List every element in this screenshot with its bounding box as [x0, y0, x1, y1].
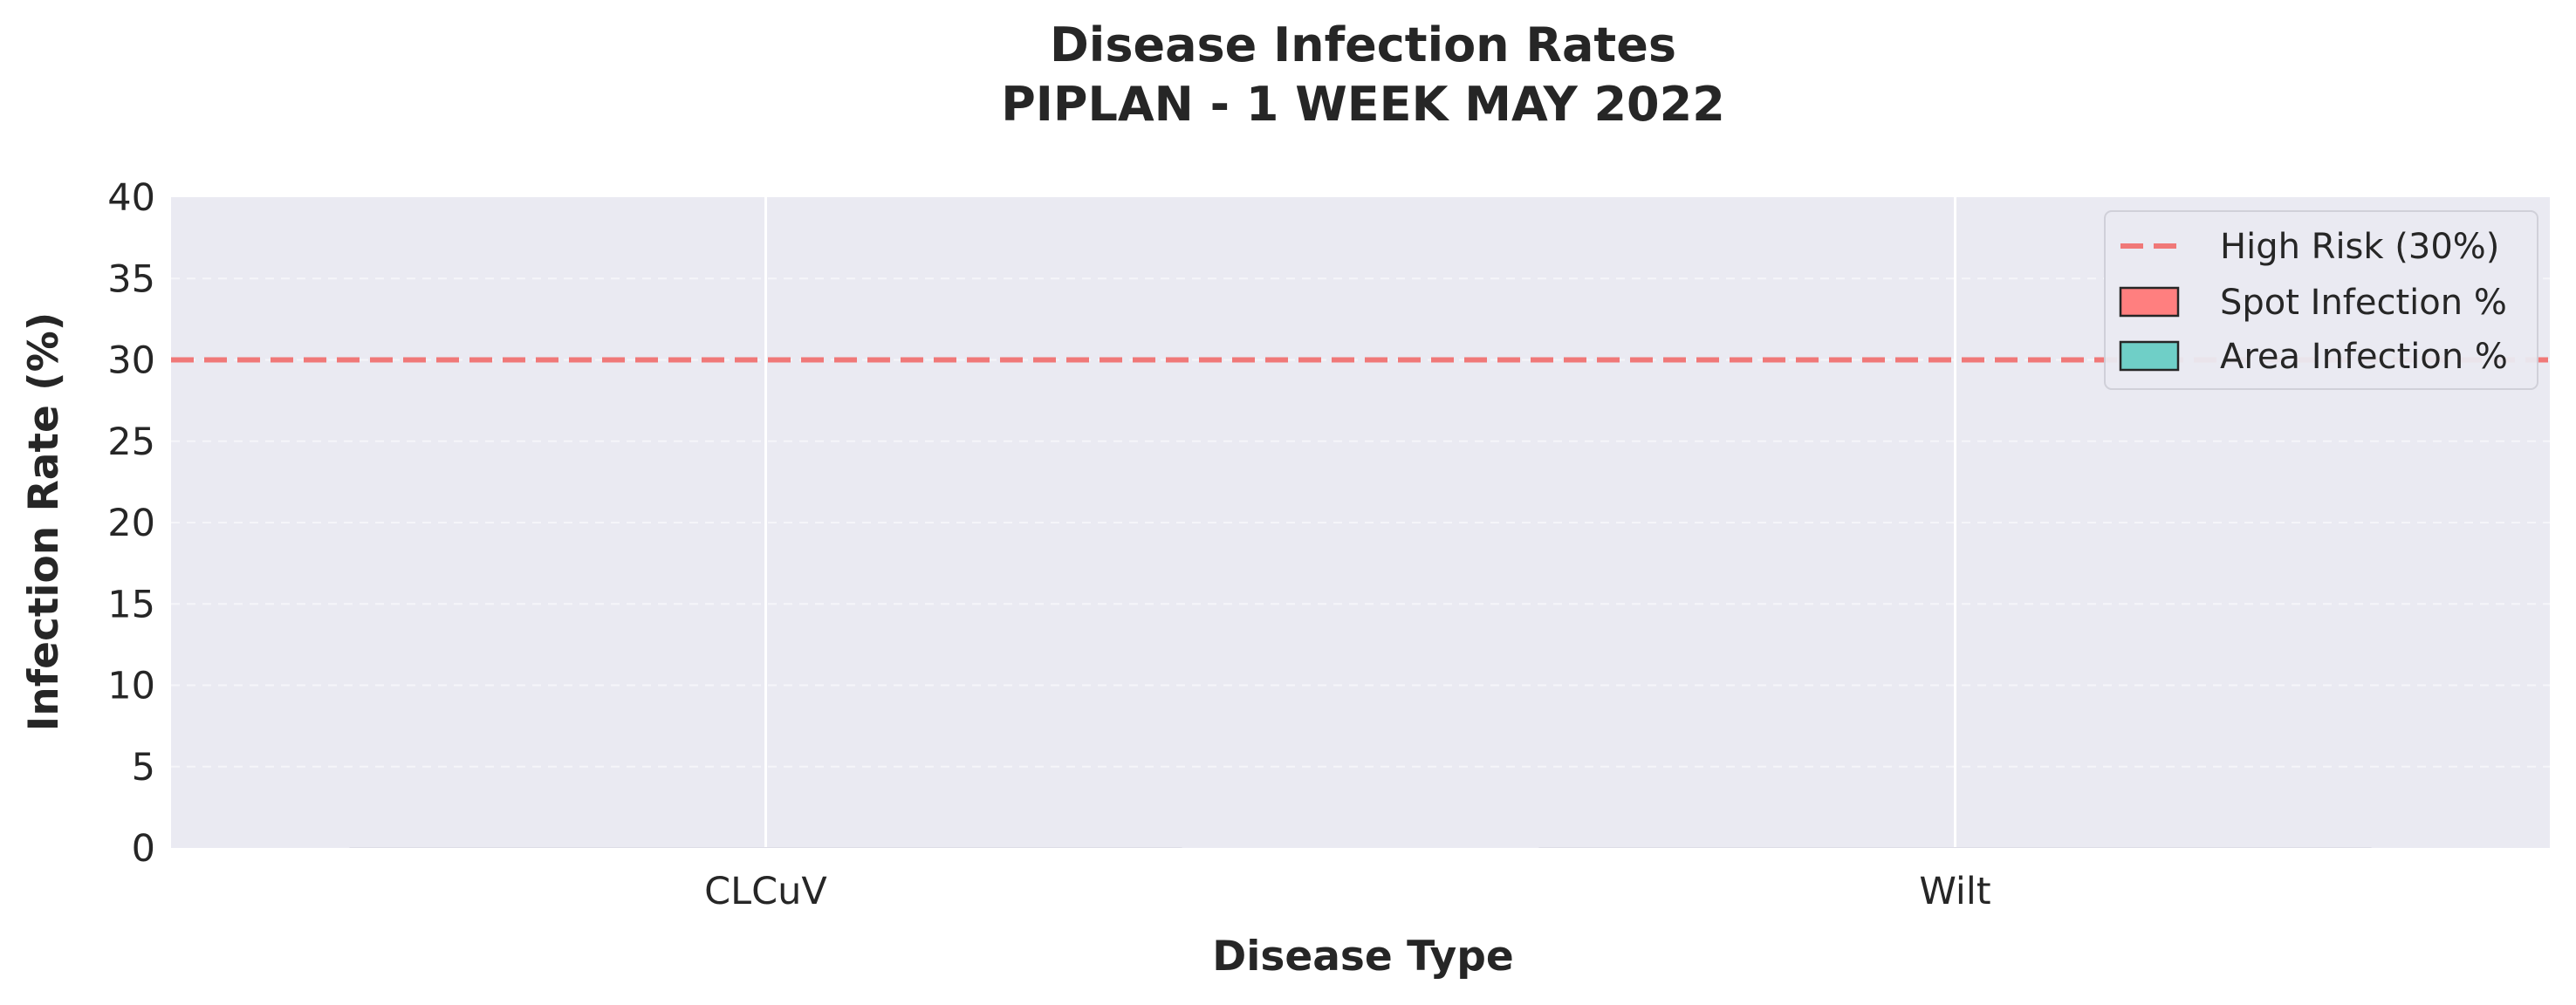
y-tick-label: 20: [107, 502, 155, 545]
legend-box: [2104, 210, 2538, 390]
y-tick-label: 35: [107, 257, 155, 301]
x-tick-label: CLCuV: [704, 870, 827, 913]
y-tick-label: 25: [107, 420, 155, 464]
grid-lines: [171, 197, 2550, 848]
y-tick-label: 40: [107, 176, 155, 220]
x-tick-label: Wilt: [1919, 870, 1990, 913]
legend-swatch: [2119, 286, 2180, 318]
y-tick-label: 30: [107, 339, 155, 383]
chart-title: Disease Infection Rates: [1050, 17, 1676, 72]
y-tick-label: 15: [107, 583, 155, 626]
x-axis-label: Disease Type: [1212, 933, 1514, 981]
y-tick-label: 0: [132, 827, 155, 871]
chart-subtitle: PIPLAN - 1 WEEK MAY 2022: [1001, 77, 1725, 132]
y-axis-label: Infection Rate (%): [20, 312, 68, 732]
y-tick-label: 5: [132, 746, 155, 790]
legend-label: High Risk (30%): [2220, 227, 2499, 267]
legend-label: Area Infection %: [2220, 337, 2508, 377]
x-tick-labels: CLCuV Wilt: [704, 870, 1991, 913]
y-tick-label: 10: [107, 665, 155, 708]
legend: High Risk (30%) Spot Infection % Area Infe…: [2104, 210, 2538, 390]
y-tick-labels: 0 5 10 15 20 25 30 35 40: [107, 176, 155, 871]
legend-label: Spot Infection %: [2220, 283, 2507, 323]
legend-swatch: [2119, 340, 2180, 372]
